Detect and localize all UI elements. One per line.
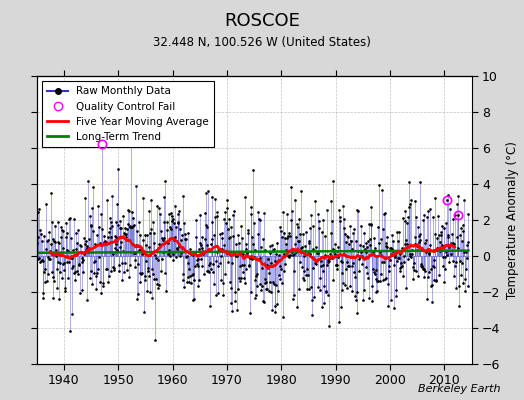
Text: Berkeley Earth: Berkeley Earth bbox=[418, 384, 500, 394]
Text: ROSCOE: ROSCOE bbox=[224, 12, 300, 30]
Text: 32.448 N, 100.526 W (United States): 32.448 N, 100.526 W (United States) bbox=[153, 36, 371, 49]
Legend: Raw Monthly Data, Quality Control Fail, Five Year Moving Average, Long-Term Tren: Raw Monthly Data, Quality Control Fail, … bbox=[42, 81, 214, 147]
Y-axis label: Temperature Anomaly (°C): Temperature Anomaly (°C) bbox=[506, 141, 519, 299]
